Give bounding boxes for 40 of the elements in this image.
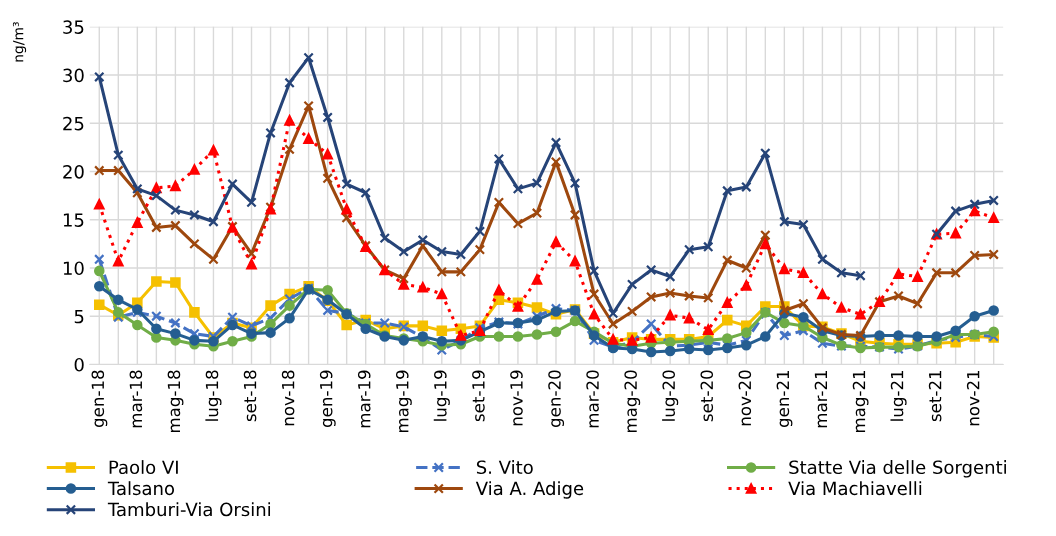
y-tick-label: 5 [74,309,84,324]
legend-label: Tamburi-Via Orsini [107,502,271,517]
x-tick-label: lug-20 [662,370,679,421]
y-tick-label: 25 [63,116,84,131]
y-tick-label: 10 [63,261,84,276]
x-tick-label: nov-20 [738,370,752,426]
x-tick-label: mar-20 [586,370,599,428]
x-tick-label: set-21 [928,370,942,422]
x-tick-label: mar-18 [129,370,143,428]
x-tick-label: nov-18 [281,370,295,426]
x-tick-label: gen-21 [776,370,793,428]
x-tick-label: mag-18 [167,370,184,433]
x-tick-label: nov-19 [510,370,523,426]
x-tick-label: lug-19 [433,370,450,421]
x-tick-label: set-18 [243,370,257,422]
y-tick-label: 20 [63,164,84,179]
legend-label: Via A. Adige [475,481,584,499]
legend-label: Via Machiavelli [788,481,922,496]
x-tick-label: mar-19 [357,370,371,428]
legend-label: Talsano [107,481,175,496]
x-tick-label: set-20 [700,370,714,422]
legend-label: Paolo VI [109,460,178,475]
x-tick-label: gen-18 [91,370,108,428]
y-tick-label: 15 [63,213,84,227]
legend-label: Statte Via delle Sorgenti [789,460,1006,478]
x-tick-label: nov-21 [966,370,980,426]
y-tick-label: 35 [63,20,84,34]
y-tick-label: 0 [74,357,84,372]
x-tick-label: lug-21 [890,370,907,421]
x-tick-label: mag-20 [624,370,641,433]
y-axis-title: ng/m³ [12,22,27,62]
legend-label: S. Vito [476,460,533,475]
x-tick-label: gen-19 [319,370,336,428]
x-tick-label: lug-18 [205,370,222,421]
x-tick-label: gen-20 [548,370,565,428]
x-tick-label: mar-21 [814,370,828,428]
x-tick-label: mag-21 [852,370,869,433]
x-tick-label: set-19 [472,370,485,422]
x-tick-label: mag-19 [395,370,412,433]
y-tick-label: 30 [63,68,84,83]
